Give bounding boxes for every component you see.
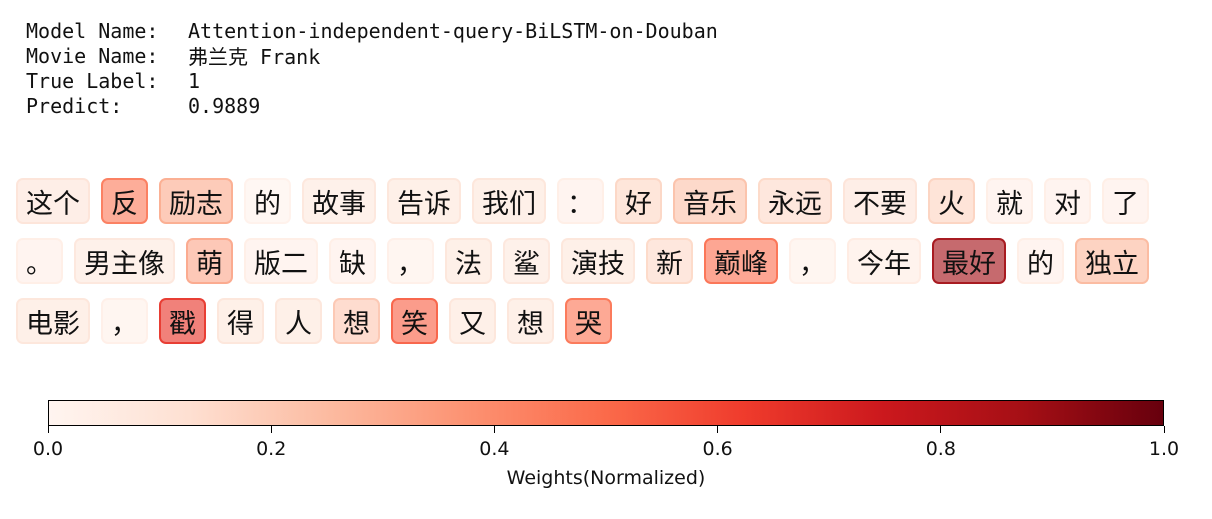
token: 得 [217, 298, 264, 344]
token: 笑 [391, 298, 438, 344]
token: 版二 [244, 238, 318, 284]
token: 戳 [159, 298, 206, 344]
token: 对 [1044, 178, 1091, 224]
colorbar-tick [493, 426, 495, 433]
token: 独立 [1075, 238, 1149, 284]
predict-row: Predict: 0.9889 [26, 93, 718, 118]
token: ， [101, 298, 148, 344]
true-label-key: True Label: [26, 68, 159, 93]
token: 今年 [847, 238, 921, 284]
token: 法 [445, 238, 492, 284]
token: 巅峰 [704, 238, 778, 284]
colorbar-tick-label: 0.8 [925, 438, 956, 460]
token: 我们 [472, 178, 546, 224]
movie-name-value: 弗兰克 Frank [188, 45, 321, 69]
predict-value: 0.9889 [188, 93, 261, 118]
token: 这个 [16, 178, 90, 224]
colorbar-tick-label: 1.0 [1148, 438, 1180, 460]
token: 故事 [302, 178, 376, 224]
token: 了 [1102, 178, 1149, 224]
token: ： [557, 178, 604, 224]
token: 想 [507, 298, 554, 344]
token: 男主像 [74, 238, 175, 284]
colorbar-tick-label: 0.4 [479, 438, 510, 460]
colorbar-tick-label: 0.6 [702, 438, 733, 460]
token: 告诉 [387, 178, 461, 224]
colorbar-tick-label: 0.2 [256, 438, 287, 460]
colorbar-tick [1163, 426, 1165, 433]
token: 永远 [758, 178, 832, 224]
token: 人 [275, 298, 322, 344]
token: 。 [16, 238, 63, 284]
meta-block: Model Name: Attention-independent-query-… [26, 18, 718, 118]
colorbar-tick [717, 426, 719, 433]
token: 又 [449, 298, 496, 344]
token: 最好 [932, 238, 1006, 284]
colorbar-tick [270, 426, 272, 433]
token: 音乐 [673, 178, 747, 224]
predict-key: Predict: [26, 93, 123, 118]
token: 好 [615, 178, 662, 224]
token: ， [789, 238, 836, 284]
token: 火 [928, 178, 975, 224]
colorbar-tick-label: 0.0 [32, 438, 64, 460]
movie-name-key: Movie Name: [26, 43, 159, 68]
colorbar-tick [47, 426, 49, 433]
token: 反 [101, 178, 148, 224]
model-name-row: Model Name: Attention-independent-query-… [26, 18, 718, 43]
token: 励志 [159, 178, 233, 224]
token: 的 [1017, 238, 1064, 284]
token: ， [387, 238, 434, 284]
model-name-value: Attention-independent-query-BiLSTM-on-Do… [188, 18, 718, 43]
token: 新 [646, 238, 693, 284]
token: 就 [986, 178, 1033, 224]
token: 演技 [561, 238, 635, 284]
token: 的 [244, 178, 291, 224]
colorbar-label: Weights(Normalized) [506, 467, 706, 489]
colorbar-tick [940, 426, 942, 433]
token: 想 [333, 298, 380, 344]
token: 电影 [16, 298, 90, 344]
model-name-key: Model Name: [26, 18, 159, 43]
true-label-row: True Label: 1 [26, 68, 718, 93]
token: 鲨 [503, 238, 550, 284]
token: 不要 [843, 178, 917, 224]
token: 萌 [186, 238, 233, 284]
true-label-value: 1 [188, 68, 201, 93]
colorbar [48, 400, 1164, 426]
movie-name-row: Movie Name: 弗兰克 Frank [26, 43, 718, 70]
token: 缺 [329, 238, 376, 284]
token: 哭 [565, 298, 612, 344]
